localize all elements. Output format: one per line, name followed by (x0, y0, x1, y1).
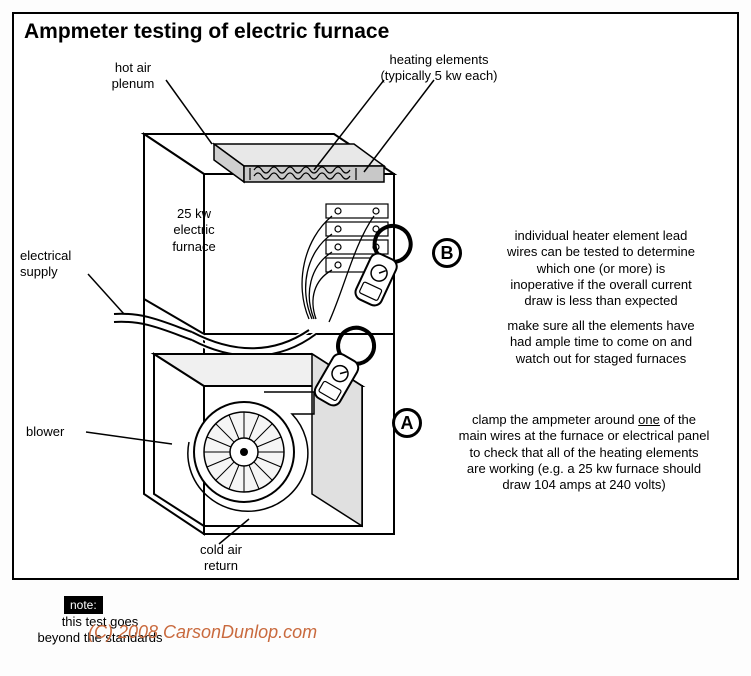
marker-b-letter: B (441, 243, 454, 264)
marker-a-letter: A (401, 413, 414, 434)
label-cold-air-return: cold airreturn (186, 542, 256, 575)
text-a-one: one (638, 412, 660, 427)
diagram-frame: Ampmeter testing of electric furnace (12, 12, 739, 580)
note-badge: note: (64, 596, 103, 614)
text-a-pre: clamp the ampmeter around (472, 412, 638, 427)
diagram-title: Ampmeter testing of electric furnace (24, 20, 389, 44)
text-block-b2: make sure all the elements havehad ample… (472, 318, 730, 367)
label-heating-elements: heating elements(typically 5 kw each) (349, 52, 529, 85)
marker-a: A (392, 408, 422, 438)
furnace-illustration (54, 74, 454, 574)
text-block-b1: individual heater element leadwires can … (472, 228, 730, 309)
text-block-a: clamp the ampmeter around one of themain… (434, 412, 734, 493)
label-electrical-supply: electricalsupply (20, 248, 90, 281)
label-blower: blower (26, 424, 64, 440)
marker-b: B (432, 238, 462, 268)
watermark-text: (C) 2008 CarsonDunlop.com (88, 622, 317, 643)
label-hot-air-plenum: hot airplenum (98, 60, 168, 93)
label-furnace-rating: 25 kwelectricfurnace (159, 206, 229, 255)
